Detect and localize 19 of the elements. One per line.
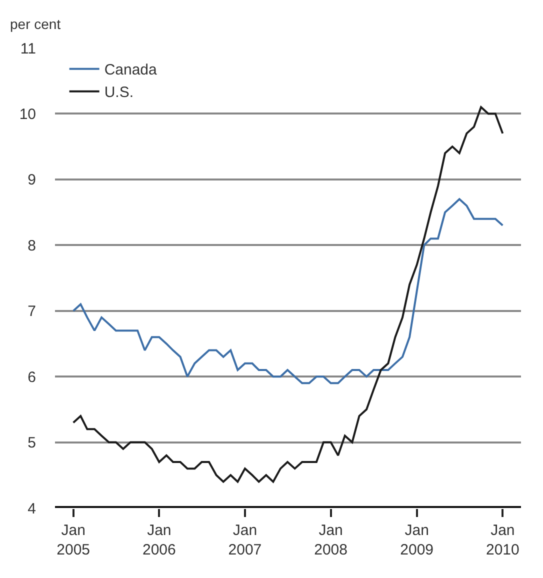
legend-label: Canada: [104, 62, 158, 79]
x-tick-label: Jan 2006: [142, 522, 176, 558]
y-tick-label: 10: [19, 106, 36, 123]
y-tick-label: 6: [28, 368, 36, 386]
legend-label: U.S.: [104, 84, 134, 102]
y-tick-label: 7: [28, 303, 36, 320]
x-tick-label: Jan 2007: [228, 522, 262, 558]
y-tick-label: 9: [28, 172, 36, 189]
y-tick-label: 4: [28, 500, 36, 518]
y-axis-title: per cent: [10, 16, 61, 32]
line-series: [72, 198, 504, 384]
y-tick-label: 8: [28, 237, 36, 254]
x-tick-label: Jan 2005: [56, 522, 90, 558]
x-tick-label: Jan 2010: [486, 522, 520, 558]
x-tick-label: Jan 2009: [400, 522, 434, 558]
line-series: [72, 106, 504, 483]
x-tick-label: Jan 2008: [314, 522, 348, 558]
y-tick-label: 11: [20, 40, 36, 58]
y-tick-label: 5: [28, 434, 36, 452]
